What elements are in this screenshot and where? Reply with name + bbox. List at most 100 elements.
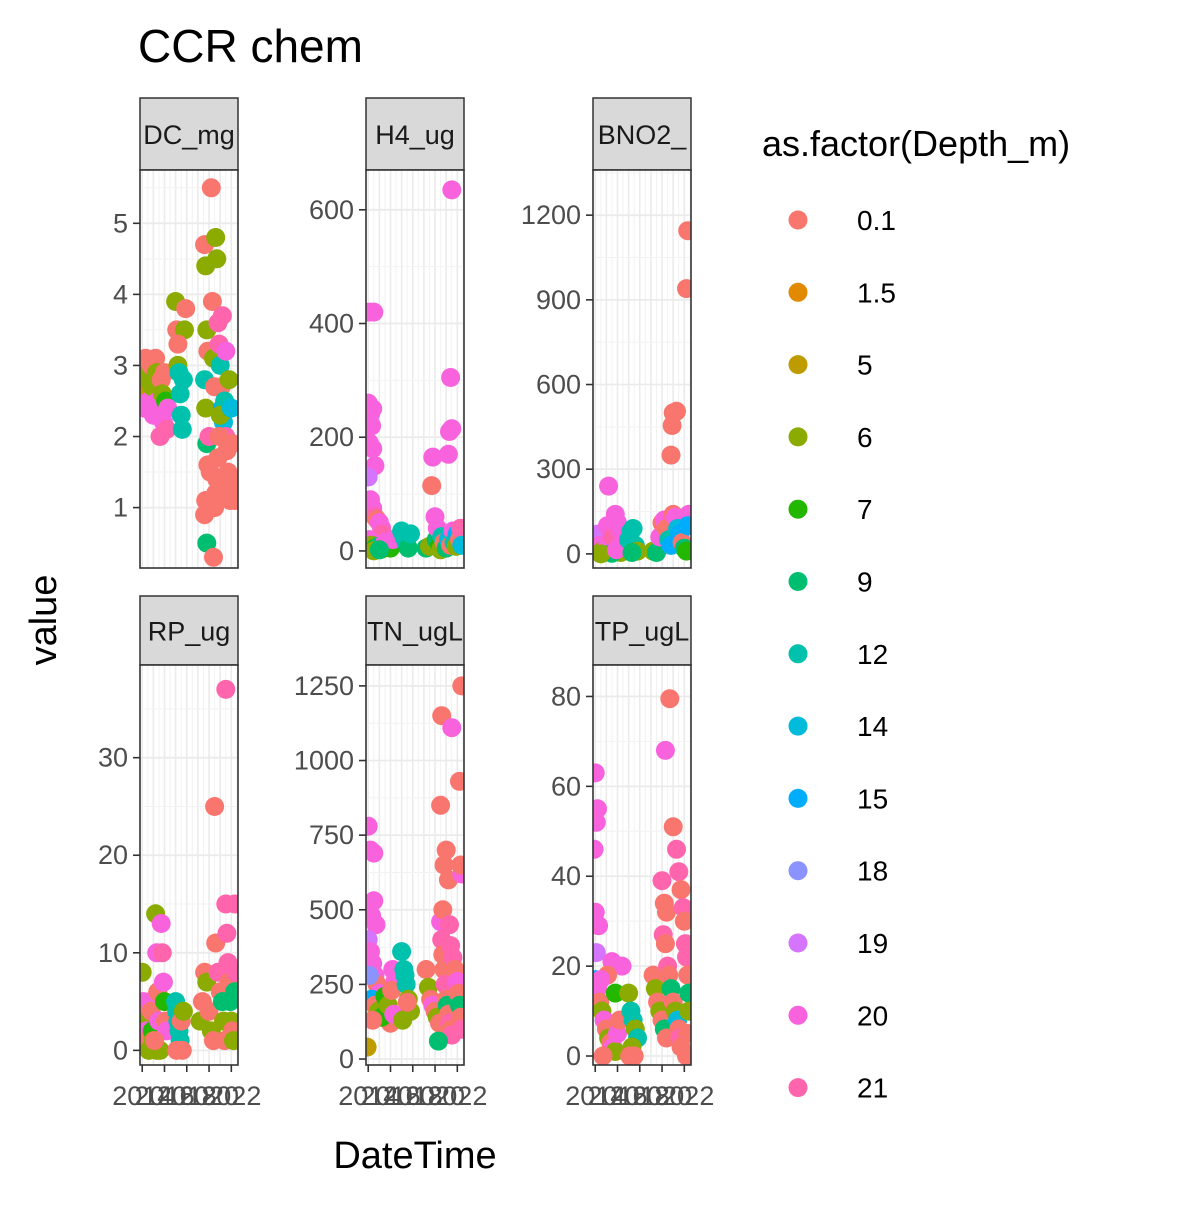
legend-label: 14 [857,711,888,742]
y-tick-label: 0 [566,1041,581,1071]
x-axis-title: DateTime [333,1135,496,1177]
data-point [653,871,672,890]
data-point [176,299,195,318]
legend-key [789,572,808,591]
data-point [429,1032,448,1051]
legend-label: 6 [857,422,873,453]
data-point [599,477,618,496]
legend-label: 5 [857,350,873,381]
legend-label: 0.1 [857,205,896,236]
legend-label: 20 [857,1000,888,1031]
facet-strip-label: TP_ugL [595,617,690,647]
data-point [154,973,173,992]
plot-title: CCR chem [138,20,363,72]
legend-key [789,211,808,230]
data-point [209,448,228,467]
data-point [220,370,239,389]
y-tick-label: 1000 [294,746,354,776]
data-point [392,942,411,961]
x-tick-label: 2022 [654,1081,714,1111]
y-tick-label: 750 [309,820,354,850]
y-axis-title: value [23,575,65,666]
legend-label: 19 [857,928,888,959]
data-point [205,797,224,816]
y-tick-label: 2 [113,422,128,452]
data-point [401,524,420,543]
data-point [660,689,679,708]
y-tick-label: 5 [113,208,128,238]
data-point [217,924,236,943]
data-point [437,841,456,860]
data-point [624,519,643,538]
data-point [393,1011,412,1030]
data-point [669,862,688,881]
legend-key [789,789,808,808]
data-point [667,402,686,421]
data-point [396,966,415,985]
data-point [591,970,610,989]
legend-label: 7 [857,494,873,525]
y-tick-label: 0 [566,539,581,569]
data-point [216,680,235,699]
legend-key [789,717,808,736]
legend-key [789,934,808,953]
legend-label: 1.5 [857,277,896,308]
data-point [667,840,686,859]
data-point [152,914,171,933]
data-point [364,891,383,910]
data-point [174,370,193,389]
data-point [623,543,642,562]
data-point [207,470,226,489]
data-point [656,934,675,953]
y-tick-label: 900 [536,285,581,315]
y-tick-label: 20 [98,840,128,870]
facet-strip-label: BNO2_ [598,120,688,150]
data-point [398,993,417,1012]
facet-panels: DC_mg12345H4_ug0200400600BNO2_0300600900… [98,98,714,1111]
y-tick-label: 0 [339,1044,354,1074]
y-tick-label: 3 [113,350,128,380]
y-tick-label: 600 [309,195,354,225]
legend-key [789,283,808,302]
y-tick-label: 500 [309,895,354,925]
data-point [442,419,461,438]
data-point [656,741,675,760]
y-tick-label: 0 [339,536,354,566]
data-point [441,368,460,387]
data-point [153,943,172,962]
data-point [213,306,232,325]
y-tick-label: 60 [551,771,581,801]
y-tick-label: 10 [98,938,128,968]
legend-label: 9 [857,567,873,598]
data-point [442,180,461,199]
y-tick-label: 200 [309,422,354,452]
data-point [594,1047,613,1066]
legend-key [789,861,808,880]
y-tick-label: 600 [536,370,581,400]
data-point [672,880,691,899]
legend-label: 15 [857,783,888,814]
legend-title: as.factor(Depth_m) [762,123,1070,164]
y-tick-label: 1200 [521,200,581,230]
data-point [202,178,221,197]
y-tick-label: 4 [113,279,128,309]
data-point [206,228,225,247]
y-tick-label: 1 [113,493,128,523]
y-tick-label: 400 [309,309,354,339]
facet-strip-label: TN_ugL [367,617,463,647]
data-point [207,249,226,268]
legend-key [789,427,808,446]
data-point [619,984,638,1003]
x-tick-label: 2022 [427,1081,487,1111]
data-point [625,1047,644,1066]
legend-label: 12 [857,639,888,670]
data-point [364,303,383,322]
y-tick-label: 0 [113,1035,128,1065]
facet-strip-label: RP_ug [148,617,231,647]
data-point [657,903,676,922]
y-tick-label: 20 [551,951,581,981]
legend-key [789,1078,808,1097]
y-tick-label: 30 [98,743,128,773]
